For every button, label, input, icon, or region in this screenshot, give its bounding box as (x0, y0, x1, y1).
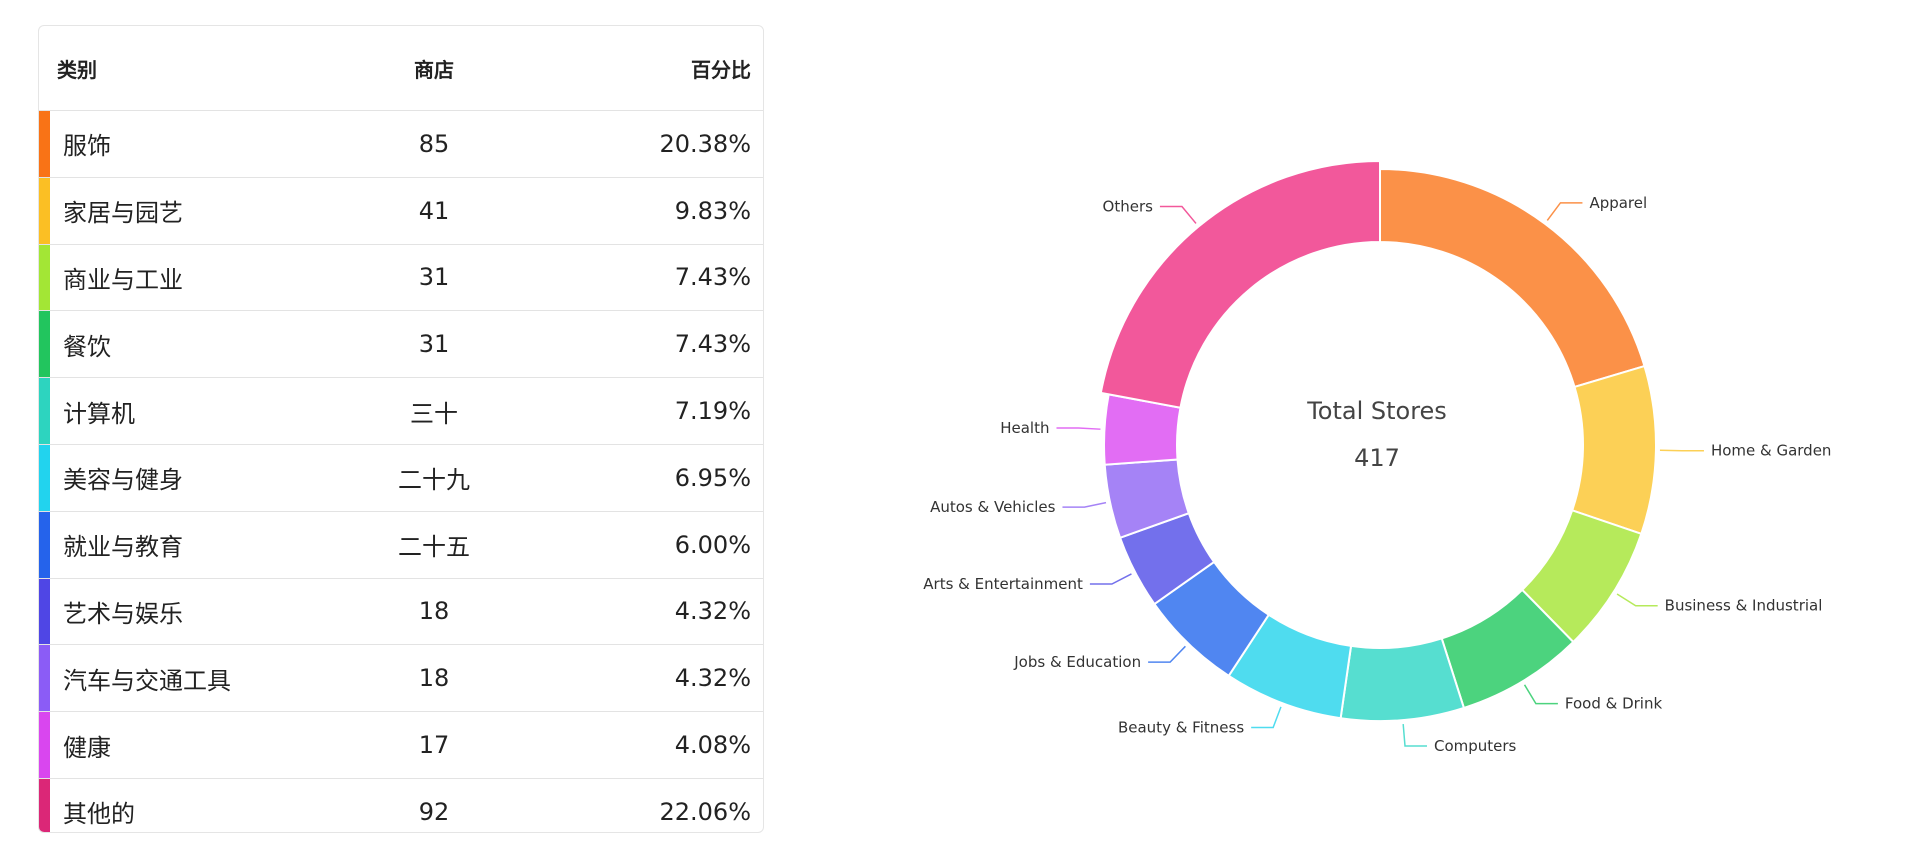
cell-category: 艺术与娱乐 (63, 599, 183, 628)
cell-stores: 18 (418, 597, 450, 626)
cell-category: 计算机 (63, 399, 135, 428)
cell-percent: 7.43% (674, 263, 751, 292)
cell-percent: 22.06% (659, 797, 751, 826)
row-color-swatch (39, 578, 50, 645)
cell-stores: 二十九 (398, 466, 470, 495)
slice-label: Others (1103, 198, 1154, 216)
category-table: 类别 商店 百分比 服饰 85 20.38% 家居与园艺 41 9.83% 商业与工业 31 7… (38, 25, 764, 833)
table-body: 服饰 85 20.38% 家居与园艺 41 9.83% 商业与工业 31 7.43% 餐饮 31 7.… (39, 111, 763, 832)
table-row[interactable]: 其他的 92 22.06% (39, 778, 763, 832)
slice-others[interactable] (1099, 159, 1381, 409)
cell-stores: 31 (418, 330, 450, 359)
slice-label: Beauty & Fitness (1118, 718, 1244, 736)
slice-label: Computers (1434, 737, 1517, 755)
table-row[interactable]: 计算机 三十 7.19% (39, 378, 763, 445)
cell-stores: 二十五 (398, 533, 470, 562)
slice-home-garden[interactable] (1570, 364, 1657, 536)
slice-label: Apparel (1589, 194, 1647, 212)
leader-line (1148, 645, 1186, 663)
header-category[interactable]: 类别 (57, 57, 97, 82)
cell-percent: 4.32% (674, 597, 751, 626)
cell-stores: 18 (418, 664, 450, 693)
row-color-swatch (39, 111, 50, 177)
table-row[interactable]: 家居与园艺 41 9.83% (39, 177, 763, 245)
cell-category: 餐饮 (63, 332, 111, 361)
cell-stores: 17 (418, 731, 450, 760)
leader-line (1251, 706, 1282, 729)
slice-label: Jobs & Education (1013, 653, 1141, 671)
cell-category: 其他的 (63, 800, 135, 829)
table-header: 类别 商店 百分比 (39, 26, 763, 111)
cell-percent: 20.38% (659, 129, 751, 158)
row-color-swatch (39, 778, 50, 832)
cell-category: 汽车与交通工具 (63, 666, 231, 695)
row-color-swatch (39, 645, 50, 712)
slice-label: Food & Drink (1565, 695, 1663, 713)
leader-line (1402, 723, 1427, 747)
cell-category: 就业与教育 (63, 533, 183, 562)
leader-line (1089, 573, 1132, 585)
cell-category: 服饰 (63, 132, 111, 161)
slice-label: Arts & Entertainment (923, 575, 1083, 593)
leader-line (1616, 593, 1658, 607)
cell-percent: 4.32% (674, 664, 751, 693)
slice-computers[interactable] (1339, 637, 1466, 722)
center-title: Total Stores (1306, 397, 1447, 425)
slice-label: Business & Industrial (1665, 597, 1823, 615)
leader-line (1546, 202, 1583, 221)
leader-line (1056, 427, 1101, 430)
row-color-swatch (39, 311, 50, 378)
table-row[interactable]: 汽车与交通工具 18 4.32% (39, 645, 763, 713)
cell-percent: 6.95% (674, 463, 751, 492)
cell-stores: 85 (418, 129, 450, 158)
cell-category: 商业与工业 (63, 265, 183, 294)
table-row[interactable]: 美容与健身 二十九 6.95% (39, 444, 763, 512)
leader-line (1523, 684, 1558, 705)
table-row[interactable]: 健康 17 4.08% (39, 712, 763, 779)
header-percent[interactable]: 百分比 (691, 57, 751, 82)
table-row[interactable]: 就业与教育 二十五 6.00% (39, 511, 763, 579)
table-row[interactable]: 商业与工业 31 7.43% (39, 244, 763, 312)
row-color-swatch (39, 712, 50, 778)
row-color-swatch (39, 244, 50, 311)
row-color-swatch (39, 378, 50, 444)
cell-percent: 7.43% (674, 330, 751, 359)
cell-percent: 9.83% (674, 196, 751, 225)
row-color-swatch (39, 177, 50, 244)
slice-label: Autos & Vehicles (930, 498, 1056, 516)
leader-line (1062, 501, 1107, 508)
slice-label: Home & Garden (1711, 442, 1832, 460)
cell-percent: 6.00% (674, 530, 751, 559)
cell-percent: 7.19% (674, 397, 751, 426)
cell-category: 健康 (63, 733, 111, 762)
cell-stores: 41 (418, 196, 450, 225)
leader-line (1159, 205, 1197, 224)
row-color-swatch (39, 444, 50, 511)
center-total: 417 (1354, 444, 1400, 472)
cell-stores: 31 (418, 263, 450, 292)
table-row[interactable]: 艺术与娱乐 18 4.32% (39, 578, 763, 646)
cell-stores: 三十 (410, 399, 458, 428)
cell-stores: 92 (418, 797, 450, 826)
row-color-swatch (39, 511, 50, 578)
slice-label: Health (1000, 419, 1049, 437)
donut-chart: Apparel Home & Garden Business & Industria… (923, 159, 1832, 755)
cell-percent: 4.08% (674, 731, 751, 760)
header-stores[interactable]: 商店 (414, 57, 454, 82)
cell-category: 家居与园艺 (63, 199, 183, 228)
table-row[interactable]: 餐饮 31 7.43% (39, 311, 763, 379)
table-row[interactable]: 服饰 85 20.38% (39, 111, 763, 178)
cell-category: 美容与健身 (63, 466, 183, 495)
